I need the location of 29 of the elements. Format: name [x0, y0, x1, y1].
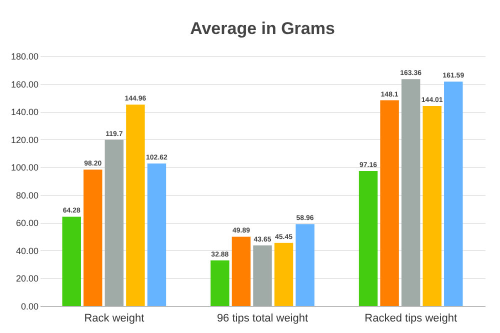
x-tick-label: Rack weight [84, 312, 144, 324]
bar [296, 224, 314, 306]
y-tick-label: 180.00 [10, 52, 38, 62]
bar [422, 106, 442, 306]
bar [444, 82, 463, 306]
bar [232, 236, 251, 306]
bar [104, 140, 124, 306]
y-tick-label: 120.00 [10, 134, 38, 145]
y-tick-label: 0.00 [20, 302, 38, 312]
bar [380, 100, 399, 306]
x-tick-label: 96 tips total weight [216, 312, 308, 324]
bar [62, 216, 81, 306]
y-tick-label: 160.00 [10, 79, 38, 90]
y-tick-label: 100.00 [10, 162, 38, 173]
y-tick-label: 20.00 [16, 274, 38, 284]
bar [401, 79, 420, 306]
bar [274, 242, 294, 306]
bar [84, 170, 102, 306]
bar [126, 104, 145, 306]
y-tick-label: 140.00 [10, 107, 38, 118]
y-tick-label: 80.00 [16, 190, 38, 200]
y-tick-label: 40.00 [16, 246, 38, 256]
x-tick-label: Racked tips weight [364, 312, 457, 324]
chart-title: Average in Grams [190, 19, 335, 38]
y-tick-label: 60.00 [16, 218, 38, 228]
bar [210, 260, 230, 306]
bar [147, 163, 166, 306]
bar [358, 171, 378, 306]
bar [253, 245, 272, 306]
